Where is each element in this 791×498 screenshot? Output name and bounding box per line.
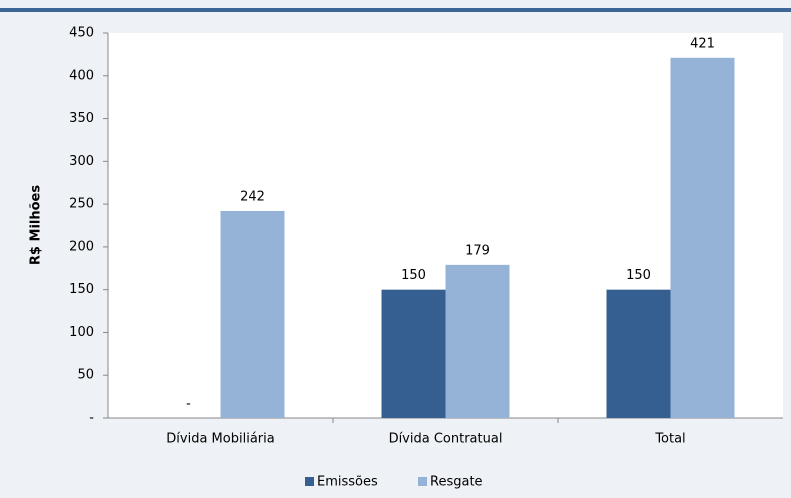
y-tick-label: 350 (69, 111, 94, 126)
data-label: - (186, 397, 191, 412)
top-rule (0, 8, 791, 12)
data-label: 150 (626, 268, 651, 283)
data-label: 179 (465, 243, 490, 258)
bar (670, 57, 735, 419)
y-tick-label: 450 (69, 26, 94, 41)
bar (445, 264, 510, 418)
y-tick-label: 300 (69, 154, 94, 169)
y-axis-title: R$ Milhões (29, 185, 44, 265)
x-tick-label: Total (654, 432, 685, 447)
legend-swatch (418, 477, 427, 486)
y-tick-label: 200 (69, 239, 94, 254)
data-label: 242 (240, 189, 265, 204)
legend-label: Emissões (317, 475, 378, 490)
legend-swatch (305, 477, 314, 486)
y-tick-label: 250 (69, 197, 94, 212)
y-tick-label: 50 (77, 368, 94, 383)
y-tick-label: 150 (69, 282, 94, 297)
y-tick-label: 100 (69, 325, 94, 340)
data-label: 150 (401, 268, 426, 283)
x-tick-label: Dívida Mobiliária (166, 432, 274, 447)
y-tick-label: - (89, 411, 94, 426)
legend-label: Resgate (430, 475, 483, 490)
x-tick-label: Dívida Contratual (389, 432, 503, 447)
y-tick-label: 400 (69, 68, 94, 83)
bar (381, 289, 446, 418)
data-label: 421 (690, 36, 715, 51)
bar (606, 289, 671, 418)
bar (220, 210, 285, 418)
